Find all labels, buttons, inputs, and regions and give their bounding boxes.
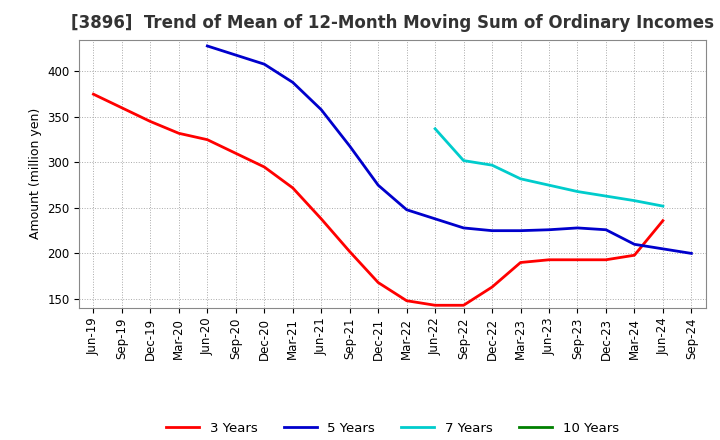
Legend: 3 Years, 5 Years, 7 Years, 10 Years: 3 Years, 5 Years, 7 Years, 10 Years: [161, 417, 624, 440]
Title: [3896]  Trend of Mean of 12-Month Moving Sum of Ordinary Incomes: [3896] Trend of Mean of 12-Month Moving …: [71, 15, 714, 33]
Y-axis label: Amount (million yen): Amount (million yen): [29, 108, 42, 239]
